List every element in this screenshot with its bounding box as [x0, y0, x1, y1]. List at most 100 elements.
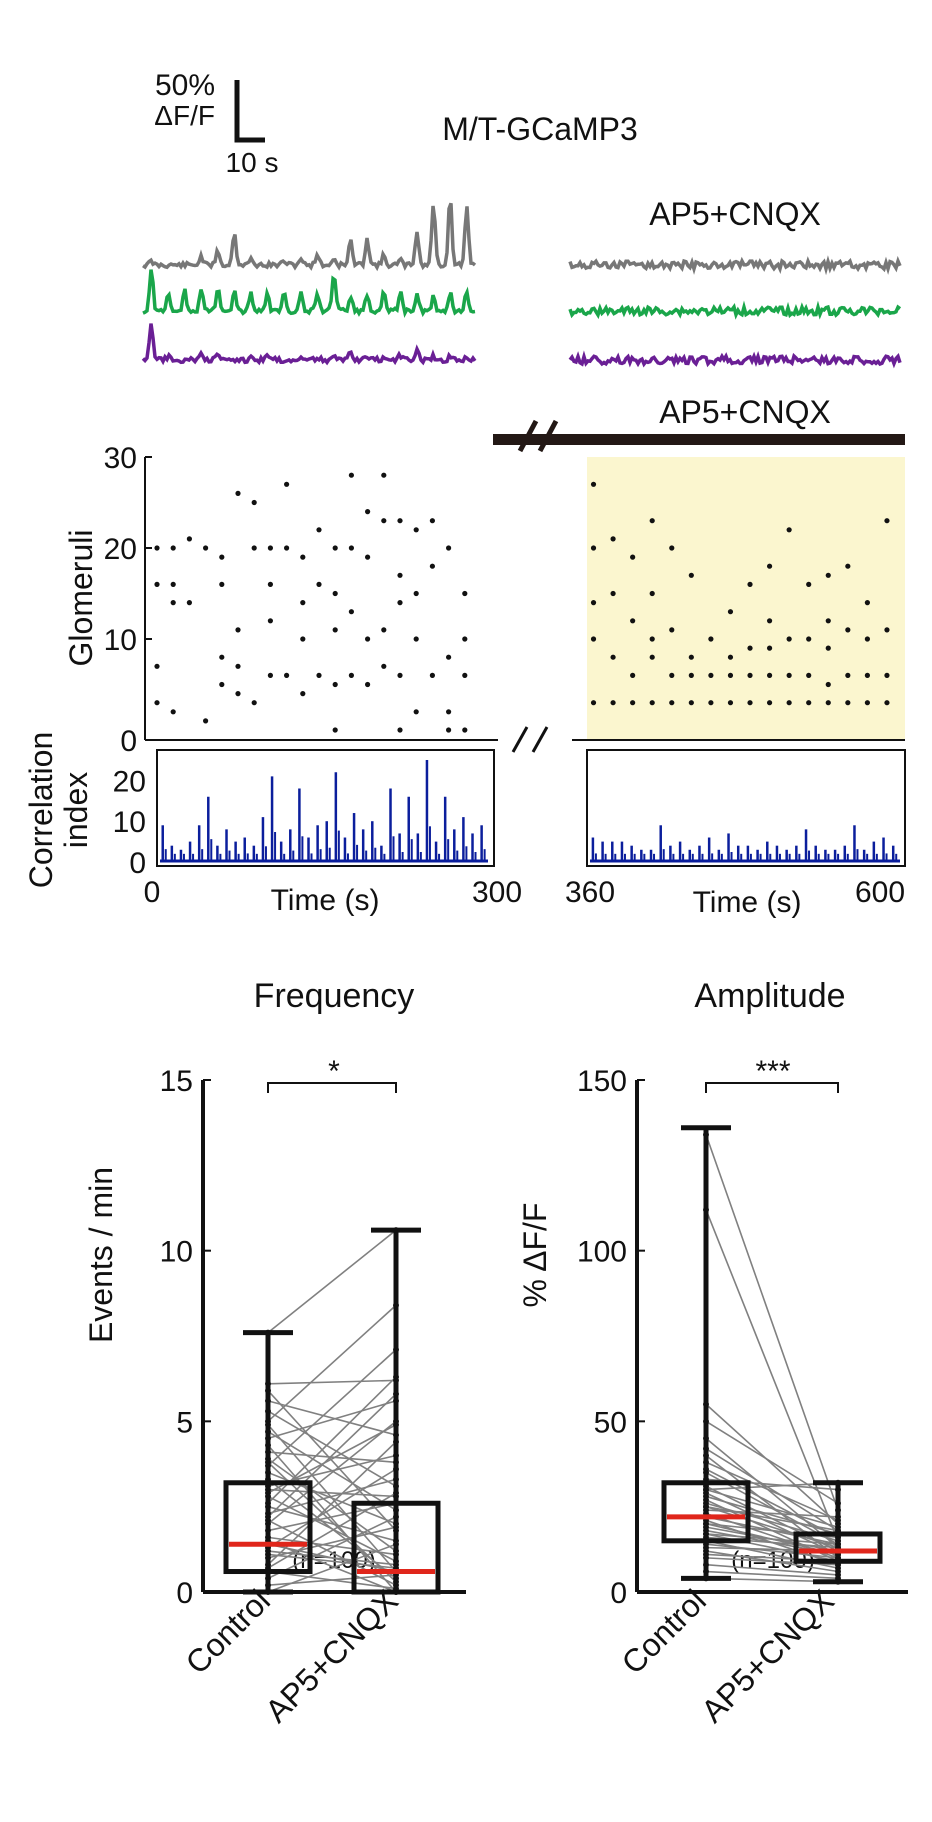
frequency-y-tick-15: 15 — [160, 1065, 193, 1098]
x-tick-360: 360 — [565, 876, 615, 909]
raster-dot-control — [219, 654, 225, 660]
raster-dot-drug — [864, 700, 870, 706]
raster-dot-control — [186, 600, 192, 606]
raster-dot-drug — [669, 672, 675, 679]
raster-dot-drug — [610, 700, 616, 706]
raster-dot-drug — [688, 654, 694, 660]
raster-dot-control — [267, 672, 273, 679]
raster-dot-control — [203, 545, 209, 551]
raster-dot-drug — [825, 700, 831, 706]
raster-dot-drug — [688, 700, 694, 706]
raster-dot-control — [316, 672, 322, 679]
axis-break-top — [517, 419, 559, 453]
correlation-y-tick-10: 10 — [113, 806, 146, 839]
raster-dot-drug — [708, 700, 714, 706]
frequency-pair-line — [267, 1550, 397, 1566]
trace-lines — [141, 202, 902, 369]
raster-dot-control — [186, 536, 192, 542]
amplitude-plot-area: 0 50 100 150 — [577, 1065, 908, 1610]
raster-dot-drug — [590, 545, 597, 551]
raster-dot-control — [235, 663, 241, 669]
raster-dot-drug — [590, 481, 597, 487]
amplitude-y-tick-150: 150 — [577, 1065, 627, 1098]
frequency-pair-line — [267, 1393, 397, 1518]
raster-dot-drug — [884, 518, 890, 524]
raster-dot-control — [300, 691, 306, 697]
amplitude-box-control — [661, 1480, 751, 1544]
raster-dot-drug — [688, 672, 694, 679]
correlation-y-label-line2: index — [58, 772, 94, 849]
correlation-frame-drug — [586, 749, 906, 867]
raster-panel: AP5+CNQX 0 10 20 30 Glomeruli — [63, 394, 905, 758]
raster-dot-drug — [649, 518, 655, 524]
raster-dot-control — [219, 554, 225, 560]
raster-dot-control — [397, 572, 403, 578]
raster-dot-drug — [649, 700, 655, 706]
frequency-pair-line — [267, 1519, 397, 1586]
frequency-pair-line — [267, 1349, 397, 1467]
raster-dot-control — [413, 709, 419, 715]
raster-dot-control — [170, 600, 176, 606]
x-tick-600: 600 — [855, 876, 905, 909]
amplitude-pair-line — [705, 1533, 839, 1546]
raster-dot-control — [381, 472, 387, 478]
frequency-pair-line — [267, 1478, 397, 1515]
trace-drug-0 — [568, 255, 902, 276]
raster-dot-drug — [630, 618, 636, 624]
raster-dot-drug — [786, 636, 792, 642]
raster-dot-drug — [610, 654, 616, 660]
raster-dot-control — [235, 691, 241, 697]
raster-dot-drug — [590, 636, 597, 642]
raster-dot-control — [365, 554, 371, 560]
raster-dot-drug — [649, 636, 655, 642]
raster-dot-control — [332, 627, 338, 633]
raster-dot-control — [284, 481, 290, 487]
frequency-pair-line — [267, 1502, 397, 1532]
raster-dot-control — [219, 581, 225, 588]
raster-dot-control — [154, 545, 160, 551]
frequency-title: Frequency — [254, 977, 415, 1015]
raster-y-tick-10: 10 — [104, 624, 137, 657]
frequency-boxplot: Frequency Events / min (n=100) * Control… — [83, 977, 466, 1729]
raster-dot-control — [446, 654, 452, 660]
raster-dot-control — [284, 672, 290, 679]
raster-dot-control — [300, 554, 306, 560]
frequency-significance-bracket — [267, 1082, 397, 1093]
raster-y-tick-30: 30 — [104, 442, 137, 475]
raster-dot-control — [332, 545, 338, 551]
raster-dot-drug — [845, 563, 851, 569]
raster-dot-control — [235, 490, 241, 496]
raster-dot-control — [381, 518, 387, 524]
raster-dot-control — [332, 590, 338, 597]
raster-dot-drug — [884, 627, 890, 633]
raster-dot-drug — [884, 700, 890, 706]
raster-dot-drug — [708, 672, 714, 679]
raster-dot-control — [332, 727, 338, 733]
raster-dot-drug — [590, 700, 597, 706]
raster-dot-control — [397, 600, 403, 606]
amplitude-pair-line — [705, 1570, 839, 1580]
frequency-pair-line — [267, 1488, 397, 1498]
raster-y-ticks: 0 10 20 30 — [104, 442, 152, 758]
raster-dot-control — [267, 581, 273, 588]
raster-dot-control — [332, 681, 338, 688]
raster-dot-control — [397, 672, 403, 679]
raster-y-label: Glomeruli — [63, 530, 99, 667]
raster-dot-drug — [610, 590, 616, 597]
raster-dot-control — [251, 499, 257, 506]
trace-control-2 — [141, 323, 477, 366]
amplitude-pair-line — [705, 1495, 839, 1535]
amplitude-y-tick-100: 100 — [577, 1236, 627, 1269]
trace-drug-1 — [568, 300, 902, 320]
trace-drug-2 — [568, 350, 902, 369]
frequency-y-tick-10: 10 — [160, 1236, 193, 1269]
frequency-box-control — [223, 1480, 313, 1575]
raster-dot-drug — [590, 600, 597, 606]
raster-dot-control — [446, 709, 452, 715]
amplitude-category-drug: AP5+CNQX — [694, 1582, 841, 1729]
frequency-pair-line — [267, 1553, 397, 1569]
raster-y-tick-20: 20 — [104, 533, 137, 566]
raster-dot-control — [462, 590, 468, 597]
raster-dot-control — [413, 590, 419, 597]
amplitude-y-tick-0: 0 — [610, 1577, 627, 1610]
